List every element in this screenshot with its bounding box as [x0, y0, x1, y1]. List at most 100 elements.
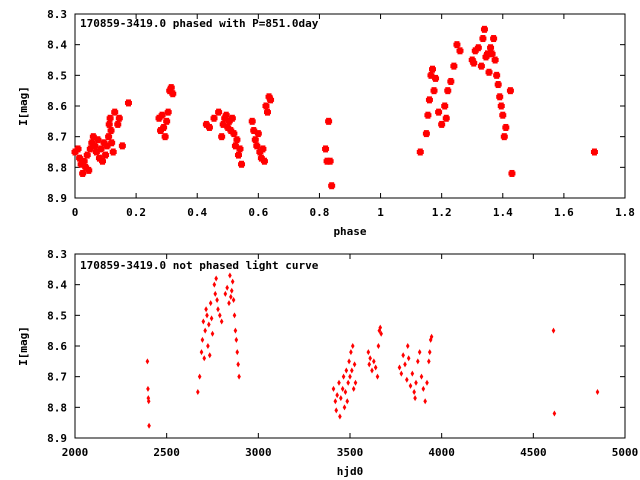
- data-point: [235, 349, 240, 356]
- data-point-arm: [94, 137, 102, 142]
- data-point: [366, 349, 371, 356]
- data-point-arm: [227, 128, 235, 133]
- data-point: [348, 373, 352, 380]
- data-point-arm: [224, 125, 232, 130]
- data-point-arm: [590, 150, 598, 154]
- x-tick-label: 0.8: [310, 206, 330, 219]
- data-point: [339, 395, 343, 402]
- data-point-arm: [260, 159, 268, 164]
- data-point-arm: [233, 137, 241, 142]
- x-tick-label: 3500: [337, 446, 364, 459]
- data-point-arm: [264, 110, 271, 115]
- data-point: [349, 349, 353, 356]
- data-point: [335, 392, 339, 399]
- data-point: [210, 330, 215, 337]
- data-point: [230, 278, 235, 285]
- data-point-arm: [85, 168, 93, 173]
- data-point: [427, 349, 432, 356]
- data-point: [350, 367, 354, 374]
- data-point-arm: [238, 162, 246, 167]
- data-point-arm: [496, 94, 504, 99]
- data-point: [429, 333, 434, 340]
- data-point: [237, 373, 241, 380]
- data-point-arm: [79, 171, 87, 176]
- data-point-arm: [215, 110, 223, 115]
- data-point: [373, 364, 378, 371]
- data-point-arm: [107, 128, 115, 133]
- y-tick-label: 8.7: [47, 371, 67, 384]
- data-point-arm: [164, 110, 172, 115]
- data-point: [368, 355, 372, 362]
- data-point-arm: [222, 113, 230, 118]
- data-point-arm: [157, 128, 165, 133]
- data-point: [146, 395, 151, 402]
- data-point-arm: [92, 150, 100, 154]
- x-tick-label: 1.8: [615, 206, 635, 219]
- x-tick-label: 2500: [153, 446, 180, 459]
- data-point: [333, 398, 338, 405]
- data-point: [372, 358, 376, 365]
- x-tick-label: 1.4: [493, 206, 513, 219]
- data-point-arm: [210, 116, 218, 121]
- y-tick-label: 8.3: [47, 8, 67, 21]
- data-point-arm: [202, 122, 210, 127]
- data-point-arm: [115, 116, 123, 121]
- y-axis-label: I[mag]: [17, 326, 30, 366]
- data-point: [405, 343, 410, 349]
- x-tick-label: 0.4: [187, 206, 207, 219]
- data-point: [353, 379, 358, 386]
- data-point-arm: [325, 119, 333, 124]
- data-point: [196, 389, 200, 395]
- y-tick-label: 8.4: [47, 39, 67, 52]
- y-tick-label: 8.9: [47, 432, 67, 445]
- y-tick-label: 8.7: [47, 131, 67, 144]
- data-point-arm: [118, 143, 126, 148]
- data-point: [346, 379, 350, 386]
- data-point-arm: [456, 48, 464, 53]
- data-point-arm: [86, 146, 94, 151]
- data-points: [71, 25, 598, 190]
- data-point: [340, 385, 345, 392]
- data-point: [236, 361, 240, 368]
- data-point-arm: [71, 150, 79, 154]
- data-point-arm: [422, 131, 430, 136]
- data-point-arm: [218, 134, 226, 139]
- y-tick-label: 8.8: [47, 161, 67, 174]
- data-point: [207, 352, 212, 359]
- data-point: [416, 358, 420, 365]
- data-point: [376, 343, 381, 349]
- data-point-arm: [484, 51, 491, 56]
- x-tick-label: 0: [72, 206, 79, 219]
- data-point: [350, 343, 355, 349]
- data-point: [207, 321, 211, 328]
- data-point: [231, 297, 236, 303]
- y-tick-label: 8.6: [47, 100, 67, 113]
- data-point: [370, 367, 374, 374]
- x-tick-label: 0.2: [126, 206, 146, 219]
- data-point-arm: [257, 156, 265, 161]
- data-point: [412, 389, 416, 395]
- data-point-arm: [100, 140, 108, 145]
- data-point: [228, 272, 232, 279]
- data-point-arm: [493, 73, 501, 78]
- data-point: [427, 358, 431, 365]
- data-point: [338, 413, 342, 420]
- data-point-arm: [80, 159, 88, 164]
- data-point: [227, 300, 231, 307]
- data-point: [552, 410, 557, 417]
- data-point: [146, 398, 151, 405]
- data-point-arm: [427, 73, 435, 78]
- x-tick-label: 5000: [612, 446, 639, 459]
- unphased-plot: 170859-3419.0 not phased light curve hjd…: [17, 248, 638, 478]
- data-point: [405, 376, 409, 383]
- data-point: [423, 398, 427, 405]
- data-point: [146, 385, 150, 392]
- data-point: [399, 370, 404, 377]
- data-points: [145, 272, 600, 429]
- data-point-arm: [88, 140, 96, 145]
- data-point: [218, 312, 222, 319]
- y-tick-label: 8.5: [47, 69, 67, 82]
- data-point-arm: [500, 134, 508, 139]
- data-point-arm: [470, 61, 478, 66]
